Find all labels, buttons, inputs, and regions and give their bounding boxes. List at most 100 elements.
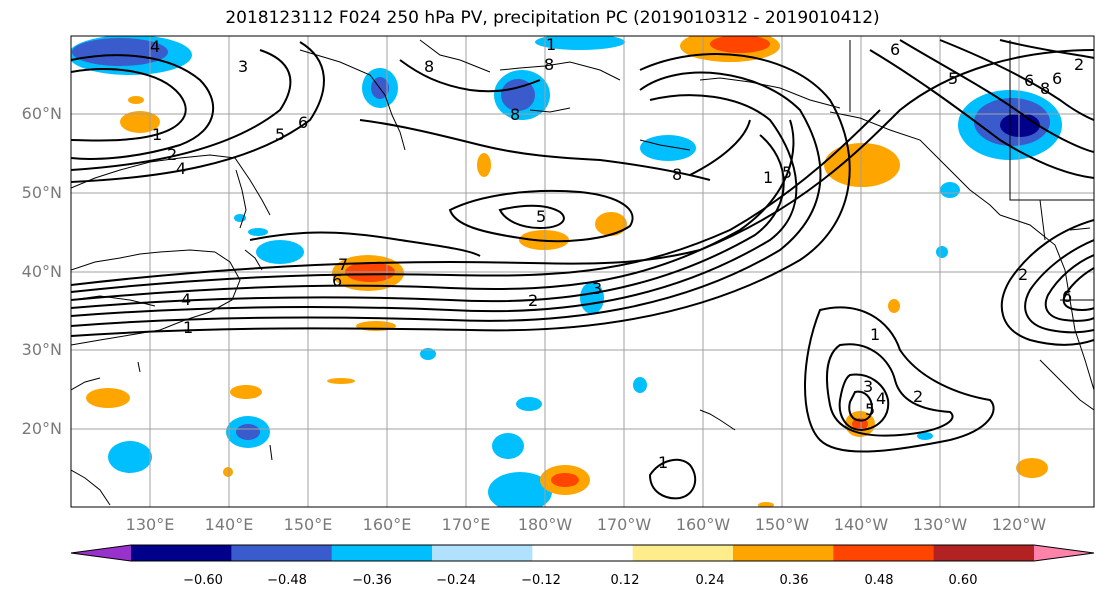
contour-label: 4 bbox=[150, 37, 160, 56]
contour-label: 7 bbox=[338, 255, 348, 274]
precip-patch bbox=[72, 38, 168, 66]
precip-patch bbox=[535, 36, 625, 50]
colorbar-tick-label: 0.48 bbox=[864, 573, 894, 588]
precip-patch bbox=[86, 388, 130, 408]
precip-patch bbox=[1000, 113, 1040, 137]
lon-label: 150°W bbox=[754, 515, 810, 534]
precip-patch bbox=[477, 153, 491, 177]
colorbar-segment bbox=[331, 545, 433, 561]
colorbar-segment bbox=[432, 545, 533, 561]
colorbar-tick-label: −0.36 bbox=[352, 573, 392, 588]
contour-label: 2 bbox=[1018, 265, 1028, 284]
contour-label: 3 bbox=[238, 57, 248, 76]
contour-label: 8 bbox=[424, 57, 434, 76]
precip-patch bbox=[327, 378, 355, 384]
precip-patch bbox=[824, 143, 900, 187]
precip-patch bbox=[758, 502, 774, 507]
lon-label: 170°E bbox=[441, 515, 491, 534]
lon-label: 140°W bbox=[833, 515, 889, 534]
contour-label: 5 bbox=[948, 69, 958, 88]
map-title: 2018123112 F024 250 hPa PV, precipitatio… bbox=[225, 8, 880, 28]
colorbar-extend-max bbox=[1034, 545, 1094, 561]
colorbar-outline bbox=[70, 544, 1095, 562]
precip-patch bbox=[488, 472, 552, 507]
contour-label: 1 bbox=[183, 318, 193, 337]
precip-patch bbox=[888, 299, 900, 313]
contour-label: 1 bbox=[658, 453, 668, 472]
contour-label: 5 bbox=[275, 125, 285, 144]
colorbar-tick-label: −0.60 bbox=[183, 573, 223, 588]
precip-patch bbox=[936, 246, 948, 258]
contour-labels: 4 3 1 2 4 5 6 8 8 1 8 8 1 5 6 5 6 7 6 5 … bbox=[150, 35, 1084, 472]
precip-patch bbox=[501, 79, 535, 111]
lat-label: 30°N bbox=[21, 340, 62, 359]
colorbar-segment bbox=[933, 545, 1035, 561]
lon-label: 160°E bbox=[362, 515, 412, 534]
precip-patch bbox=[420, 348, 436, 360]
precip-patch bbox=[580, 282, 604, 314]
contour-label: 8 bbox=[544, 55, 554, 74]
colorbar-segment bbox=[231, 545, 333, 561]
colorbar-segment bbox=[532, 545, 634, 561]
precip-patch bbox=[551, 473, 579, 487]
precip-patch bbox=[1016, 458, 1048, 478]
colorbar-segment bbox=[733, 545, 834, 561]
contour-label: 5 bbox=[536, 207, 546, 226]
colorbar-tick-label: 0.36 bbox=[779, 573, 809, 588]
precip-patch bbox=[248, 228, 268, 236]
contour-label: 6 bbox=[332, 271, 342, 290]
contour-label: 6 bbox=[1024, 71, 1034, 90]
contour-label: 2 bbox=[913, 387, 923, 406]
contour-label: 5 bbox=[782, 163, 792, 182]
precip-patch bbox=[917, 432, 933, 440]
lat-label: 50°N bbox=[21, 183, 62, 202]
colorbar-tick-label: −0.48 bbox=[267, 573, 307, 588]
contour-label: 1 bbox=[152, 125, 162, 144]
contour-label: 1 bbox=[763, 168, 773, 187]
precip-patch bbox=[595, 212, 627, 236]
colorbar-segment bbox=[632, 545, 734, 561]
lon-label: 120°W bbox=[991, 515, 1047, 534]
contour-label: 6 bbox=[298, 113, 308, 132]
lon-label: 170°W bbox=[596, 515, 652, 534]
contour-label: 2 bbox=[528, 291, 538, 310]
contour-label: 3 bbox=[863, 377, 873, 396]
colorbar-segment bbox=[131, 545, 232, 561]
contour-label: 6 bbox=[890, 40, 900, 59]
precip-patch bbox=[128, 96, 144, 104]
contour-label: 4 bbox=[876, 389, 886, 408]
contour-label: 8 bbox=[1040, 79, 1050, 98]
pv-contours bbox=[71, 39, 1094, 500]
lon-label: 130°W bbox=[912, 515, 968, 534]
contour-label: 5 bbox=[865, 400, 875, 419]
precip-patch bbox=[230, 385, 262, 399]
lat-label: 60°N bbox=[21, 104, 62, 123]
colorbar-segment bbox=[833, 545, 935, 561]
lon-label: 130°E bbox=[125, 515, 175, 534]
lon-label: 160°W bbox=[675, 515, 731, 534]
precip-patch bbox=[640, 135, 696, 161]
colorbar-tick-label: −0.12 bbox=[521, 573, 561, 588]
contour-label: 4 bbox=[181, 290, 191, 309]
precip-patch bbox=[108, 441, 152, 473]
colorbar-tick-label: 0.12 bbox=[610, 573, 640, 588]
contour-label: 1 bbox=[546, 35, 556, 54]
contour-label: 6 bbox=[1062, 287, 1072, 306]
graticule bbox=[71, 36, 1094, 507]
contour-label: 8 bbox=[672, 165, 682, 184]
contour-label: 2 bbox=[167, 145, 177, 164]
colorbar bbox=[70, 544, 1095, 562]
precip-patch bbox=[492, 433, 524, 459]
contour-label: 3 bbox=[592, 279, 602, 298]
lat-label: 20°N bbox=[21, 419, 62, 438]
contour-label: 2 bbox=[1074, 55, 1084, 74]
contour-label: 8 bbox=[510, 105, 520, 124]
precip-patch bbox=[256, 240, 304, 264]
lon-label: 150°E bbox=[283, 515, 333, 534]
colorbar-extend-min bbox=[71, 545, 131, 561]
coastlines bbox=[71, 39, 1094, 506]
precip-patch bbox=[516, 397, 542, 411]
precip-patch bbox=[633, 377, 647, 393]
precip-patch bbox=[223, 467, 233, 477]
